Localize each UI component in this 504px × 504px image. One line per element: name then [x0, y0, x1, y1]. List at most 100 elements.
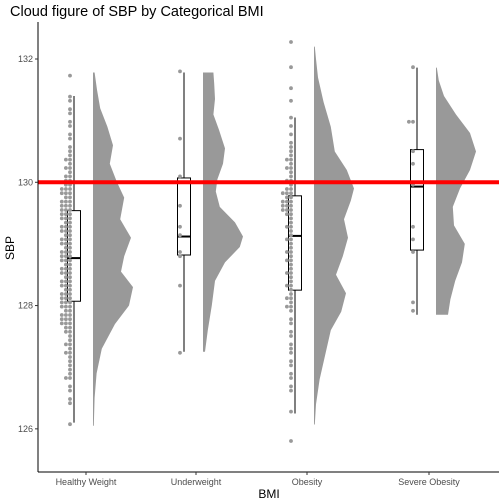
data-point — [289, 132, 293, 137]
data-point — [68, 145, 72, 149]
data-point — [64, 212, 68, 217]
data-point — [68, 170, 72, 175]
data-point — [411, 237, 415, 242]
data-point — [68, 157, 72, 162]
data-point — [64, 317, 68, 322]
data-point — [289, 208, 293, 212]
data-point — [285, 208, 289, 212]
data-point — [285, 283, 289, 288]
data-point — [68, 149, 72, 154]
data-point — [289, 283, 293, 288]
data-point — [68, 191, 72, 196]
data-point — [289, 317, 293, 322]
data-point — [59, 191, 64, 196]
data-point — [289, 363, 293, 368]
data-point — [289, 342, 293, 347]
data-point — [64, 304, 68, 309]
data-point — [178, 350, 182, 355]
y-tick-label: 128 — [18, 301, 33, 311]
data-point — [68, 258, 72, 263]
data-point — [68, 216, 72, 221]
data-point — [59, 250, 64, 254]
data-point — [285, 271, 289, 275]
data-point — [68, 384, 72, 389]
data-point — [64, 262, 68, 267]
data-point — [64, 271, 68, 275]
data-point — [289, 266, 293, 271]
data-point — [68, 321, 72, 326]
data-point — [64, 296, 68, 301]
data-point — [64, 241, 68, 246]
data-point — [289, 140, 293, 145]
data-point — [59, 317, 64, 322]
data-point — [68, 296, 72, 301]
data-point — [68, 153, 72, 158]
data-point — [59, 203, 64, 208]
data-point — [64, 216, 68, 221]
data-point — [64, 254, 68, 259]
data-point — [59, 199, 64, 204]
data-point — [68, 241, 72, 246]
data-point — [411, 308, 415, 313]
data-point — [68, 376, 72, 380]
data-point — [289, 371, 293, 376]
axes: 126 128 130 132 Healthy Weight Underweight Obe… — [18, 22, 499, 487]
data-point — [285, 212, 289, 217]
data-point — [289, 40, 293, 44]
data-point — [59, 313, 64, 317]
data-point — [289, 250, 293, 254]
data-point — [68, 388, 72, 393]
data-point — [289, 220, 293, 225]
data-point — [68, 107, 72, 112]
data-point — [68, 346, 72, 351]
x-axis-title: BMI — [258, 487, 279, 501]
data-point — [59, 237, 64, 242]
data-point — [289, 388, 293, 393]
data-point — [289, 346, 293, 351]
data-point — [289, 241, 293, 246]
data-point — [68, 279, 72, 284]
data-point — [68, 363, 72, 368]
data-point — [64, 287, 68, 292]
data-point — [68, 287, 72, 292]
data-point — [68, 283, 72, 288]
data-point — [68, 233, 72, 238]
data-point — [289, 124, 293, 128]
data-point — [68, 136, 72, 141]
data-point — [64, 199, 68, 204]
data-point — [64, 300, 68, 305]
data-point — [68, 397, 72, 401]
data-point — [68, 304, 72, 309]
data-point — [285, 258, 289, 263]
data-point — [64, 224, 68, 229]
data-point — [411, 250, 415, 254]
data-point — [289, 275, 293, 280]
data-point — [64, 325, 68, 330]
data-point — [59, 321, 64, 326]
data-point — [68, 300, 72, 305]
data-point — [68, 262, 72, 267]
data-point — [64, 266, 68, 271]
data-point — [68, 224, 72, 229]
data-point — [289, 115, 293, 120]
data-point — [64, 292, 68, 296]
data-point — [68, 203, 72, 208]
data-point — [64, 258, 68, 263]
data-point — [178, 233, 182, 238]
data-point — [289, 279, 293, 284]
data-point — [411, 300, 415, 305]
data-point — [285, 187, 289, 191]
data-point — [178, 203, 182, 208]
data-point — [289, 203, 293, 208]
data-point — [289, 187, 293, 191]
data-point — [68, 342, 72, 347]
data-point — [289, 149, 293, 154]
data-point — [64, 350, 68, 355]
data-point — [59, 300, 64, 305]
data-point — [285, 199, 289, 204]
data-point — [64, 220, 68, 225]
data-point — [68, 422, 72, 427]
data-point — [178, 136, 182, 141]
data-point — [59, 296, 64, 301]
data-point — [59, 292, 64, 296]
